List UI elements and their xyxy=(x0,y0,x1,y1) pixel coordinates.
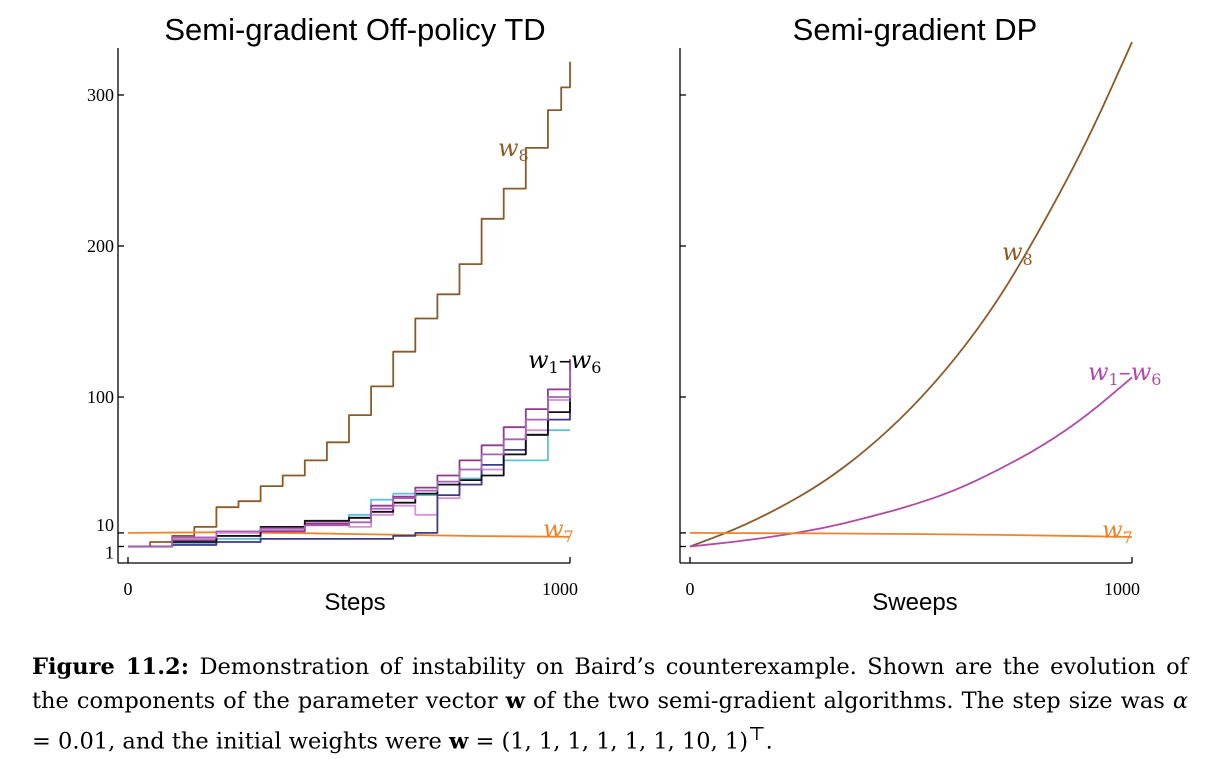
caption-text-3: = 0.01, and the initial weights were xyxy=(32,728,449,755)
td-w8-label: w8 xyxy=(498,134,529,165)
series-label-sub: 7 xyxy=(564,527,574,546)
caption-text-5: . xyxy=(765,728,773,755)
dp-panel-title: Semi-gradient DP xyxy=(793,12,1038,47)
dp-x-ticks: 0 1000 xyxy=(686,557,1140,599)
td-series-w8 xyxy=(128,61,571,548)
caption-bold-w-1: w xyxy=(505,688,525,714)
dp-y-ticks xyxy=(680,94,686,548)
td-x-tick-label: 1000 xyxy=(542,579,578,599)
td-y-tick-label: 1 xyxy=(105,542,114,562)
dp-w1-w6-label: w1–w6 xyxy=(1088,358,1161,389)
dp-series xyxy=(689,41,1133,548)
td-series xyxy=(127,61,571,548)
dp-x-axis-label: Sweeps xyxy=(872,589,957,616)
td-y-tick-label: 100 xyxy=(87,387,114,407)
caption-alpha: α xyxy=(1172,688,1189,714)
caption-transpose: ⊤ xyxy=(748,724,766,745)
dp-x-tick-label: 1000 xyxy=(1104,579,1140,599)
series-label-main: w xyxy=(498,134,519,162)
td-y-tick-label: 300 xyxy=(87,85,114,105)
dp-w7-label: w7 xyxy=(1102,516,1133,547)
series-label-dash: – xyxy=(1119,358,1131,386)
td-series-c5 xyxy=(128,401,571,548)
series-label-main: w xyxy=(528,346,549,374)
series-label-main: w xyxy=(543,515,564,543)
td-y-tick-label: 10 xyxy=(96,515,114,535)
series-label-sub: 7 xyxy=(1123,528,1133,547)
series-label-sub: 8 xyxy=(519,146,529,165)
series-label-sub: 6 xyxy=(1151,370,1161,389)
td-series-c6 xyxy=(128,369,571,548)
series-label-main: w xyxy=(1102,516,1123,544)
caption-text-1: Demonstration of instability on Baird’s … xyxy=(32,654,1188,714)
caption-bold-w-2: w xyxy=(448,728,469,755)
td-panel: Semi-gradient Off-policy TD 110100200300… xyxy=(87,12,601,616)
dp-series-w8 xyxy=(689,41,1133,548)
dp-series-w7 xyxy=(689,532,1133,538)
series-label-main: w xyxy=(1088,358,1109,386)
caption-text-4: = (1, 1, 1, 1, 1, 1, 10, 1) xyxy=(468,728,749,755)
dp-w8-label: w8 xyxy=(1002,238,1033,269)
dp-panel: Semi-gradient DP 0 1000 Sweeps w8 w1–w6 w… xyxy=(679,12,1161,616)
td-panel-title: Semi-gradient Off-policy TD xyxy=(164,12,545,47)
figure-caption: Figure 11.2: Demonstration of instabilit… xyxy=(32,650,1188,759)
series-label-main: w xyxy=(1002,238,1023,266)
td-y-tick-label: 200 xyxy=(87,236,114,256)
series-label-main: w xyxy=(1131,358,1152,386)
series-label-sub: 1 xyxy=(1109,370,1119,389)
series-label-sub: 1 xyxy=(549,358,559,377)
td-w1-w6-label: w1–w6 xyxy=(528,346,601,377)
figure: Semi-gradient Off-policy TD 110100200300… xyxy=(87,12,1161,616)
series-label-sub: 6 xyxy=(591,358,601,377)
dp-x-tick-label: 0 xyxy=(686,579,695,599)
series-label-sub: 8 xyxy=(1023,250,1033,269)
td-y-ticks: 1 10 100 200 300 xyxy=(87,85,124,562)
td-w7-label: w7 xyxy=(543,515,574,546)
series-label-dash: – xyxy=(559,346,571,374)
td-x-axis-label: Steps xyxy=(324,589,385,616)
td-x-tick-label: 0 xyxy=(124,579,133,599)
caption-text-2: of the two semi-gradient algorithms. The… xyxy=(524,688,1173,714)
series-label-main: w xyxy=(571,346,592,374)
dp-series-w1-w6 xyxy=(689,376,1133,548)
td-x-ticks: 0 1000 xyxy=(124,557,578,599)
caption-label: Figure 11.2: xyxy=(32,654,190,680)
